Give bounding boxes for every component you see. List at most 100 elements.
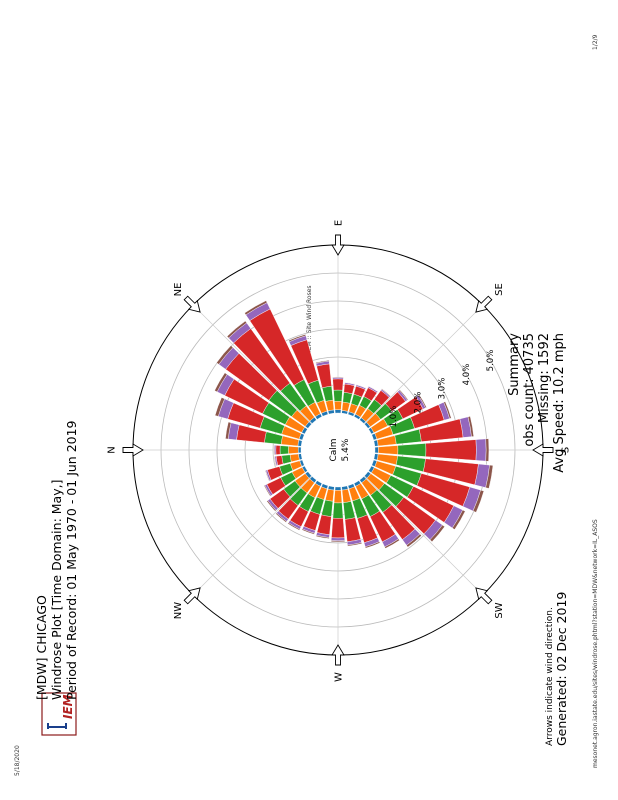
compass-arrow-NW (183, 587, 201, 605)
rose-compass: N NE E SE S SW W NW (107, 220, 572, 682)
wedge-0-bin-2 (279, 445, 289, 455)
wedge-270-bin-0 (334, 486, 342, 491)
calm-label: Calm (329, 438, 339, 461)
compass-arrow-W (331, 644, 345, 666)
rose-spoke (192, 304, 313, 425)
compass-label-NE: NE (173, 283, 184, 297)
wedge-90-bin-3 (332, 378, 344, 391)
wedge-350-bin-2 (281, 454, 292, 465)
plot-title-line1: [MDW] CHICAGO (34, 595, 49, 700)
wedge-210-bin-5 (452, 509, 466, 530)
radial-tick-label-0: 1.0% (389, 406, 399, 428)
wedge-40-bin-5 (216, 345, 234, 365)
wedge-270-bin-4 (330, 537, 346, 541)
compass-label-S: S (561, 447, 572, 453)
compass-label-NW: NW (173, 602, 184, 619)
wedge-310-bin-5 (275, 512, 287, 523)
wedge-180-bin-2 (397, 443, 427, 457)
wedge-90-bin-5 (332, 376, 344, 378)
wedge-290-bin-5 (301, 528, 315, 535)
wedge-230-bin-5 (406, 533, 422, 548)
title-block: [MDW] CHICAGO Windrose Plot [Time Domain… (34, 420, 79, 700)
radial-tick-label-2: 3.0% (438, 378, 448, 400)
wedge-180-bin-4 (475, 438, 487, 462)
compass-label-N: N (107, 446, 118, 453)
calm-value: 5.4% (341, 438, 351, 461)
summary-heading: Summary (507, 333, 522, 396)
compass-arrow-S (532, 443, 554, 457)
wedge-0-bin-5 (273, 444, 275, 456)
plot-title-line3: Period of Record: 01 May 1970 - 01 Jun 2… (64, 420, 79, 700)
radial-tick-label-4: 5.0% (486, 350, 496, 372)
compass-arrow-N (122, 443, 144, 457)
summary-missing: Missing: 1592 (537, 333, 552, 423)
wedge-270-bin-3 (331, 517, 345, 539)
wedge-10-bin-5 (225, 421, 232, 440)
wedge-100-bin-5 (344, 382, 356, 385)
rose-bars (214, 300, 494, 549)
calm-circle (303, 415, 373, 485)
wedge-280-bin-5 (315, 534, 330, 539)
compass-arrow-NE (183, 295, 201, 313)
rose-calm: Calm 5.4% (303, 415, 373, 485)
wedge-350-bin-5 (273, 456, 277, 467)
wedge-330-bin-5 (263, 484, 272, 497)
generated-date: Generated: 02 Dec 2019 (554, 592, 569, 746)
plot-title-line2: Windrose Plot [Time Domain: May,] (49, 480, 64, 700)
arrows-note: Arrows indicate wind direction. (545, 607, 555, 746)
wedge-70-bin-5 (288, 334, 307, 343)
wedge-350-bin-1 (289, 453, 300, 463)
logo-text: IEM (61, 694, 75, 719)
wedge-180-bin-3 (425, 439, 477, 461)
wedge-0-bin-0 (298, 446, 302, 454)
compass-arrow-SE (475, 295, 493, 313)
wedge-0-bin-1 (288, 446, 299, 454)
wedge-150-bin-5 (418, 394, 427, 409)
wedge-180-bin-0 (374, 446, 379, 454)
wedge-50-bin-5 (226, 320, 247, 339)
wedge-20-bin-5 (214, 397, 225, 417)
wedge-130-bin-5 (381, 388, 391, 397)
wedge-220-bin-5 (429, 524, 445, 543)
windrose-chart: 1.0% 2.0% 3.0% 4.0% 5.0% N NE E SE S SW W NW Calm 5… (107, 220, 572, 682)
wedge-90-bin-1 (334, 401, 342, 410)
compass-label-E: E (334, 220, 345, 226)
wedge-340-bin-5 (264, 470, 270, 482)
rose-spoke (192, 475, 313, 596)
radial-tick-label-1: 2.0% (413, 392, 423, 414)
wedge-120-bin-5 (368, 385, 379, 392)
rose-spoke (363, 475, 484, 596)
wedge-80-bin-1 (325, 399, 335, 412)
wedge-100-bin-1 (341, 401, 351, 412)
wedge-300-bin-5 (287, 522, 301, 531)
compass-arrow-E (331, 234, 345, 256)
wedge-0-bin-3 (275, 445, 281, 455)
wedge-180-bin-5 (485, 438, 490, 462)
wedge-60-bin-5 (244, 300, 268, 316)
compass-label-W: W (334, 672, 345, 682)
wedge-140-bin-5 (398, 389, 409, 401)
wedge-90-bin-2 (333, 389, 343, 402)
summary-avg-speed: Avg Speed: 10.2 mph (552, 333, 567, 473)
rose-tick-labels: 1.0% 2.0% 3.0% 4.0% 5.0% (389, 350, 496, 428)
wedge-180-bin-1 (378, 445, 399, 455)
wedge-170-bin-5 (467, 416, 474, 437)
wedge-80-bin-5 (315, 360, 330, 364)
wedge-250-bin-5 (364, 541, 381, 549)
compass-arrow-SW (475, 587, 493, 605)
wedge-100-bin-2 (342, 392, 353, 404)
wedge-240-bin-5 (384, 538, 400, 549)
radial-tick-label-3: 4.0% (462, 364, 472, 386)
summary-obs-count: obs count: 40735 (522, 333, 537, 447)
wedge-270-bin-1 (333, 490, 343, 504)
wedge-270-bin-2 (332, 502, 344, 519)
wedge-260-bin-5 (347, 542, 363, 547)
wedge-270-bin-5 (330, 540, 346, 543)
compass-label-SW: SW (494, 602, 505, 618)
rose-spoke (363, 304, 484, 425)
wedge-90-bin-0 (334, 409, 342, 414)
wedge-160-bin-5 (443, 401, 452, 419)
compass-label-SE: SE (494, 283, 505, 296)
wedge-190-bin-5 (485, 464, 494, 489)
